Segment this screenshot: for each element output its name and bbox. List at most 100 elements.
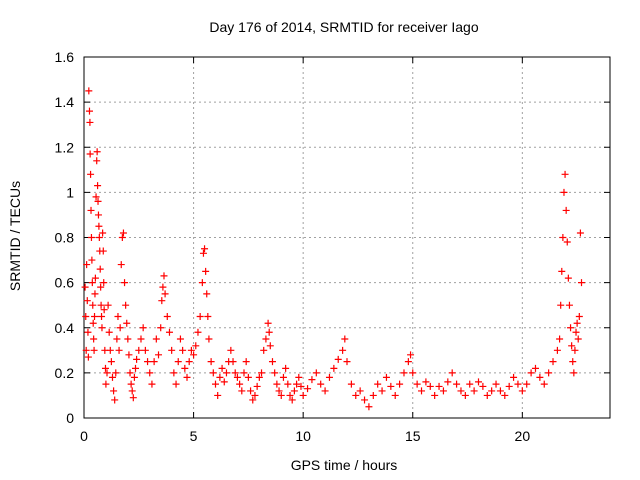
data-point (187, 346, 195, 354)
data-point (88, 256, 96, 264)
data-point (265, 328, 273, 336)
data-point (98, 324, 106, 332)
x-tick-label: 0 (80, 428, 88, 444)
data-point (174, 358, 182, 366)
data-point (179, 346, 187, 354)
data-point (238, 387, 246, 395)
data-point (168, 346, 176, 354)
data-point (231, 369, 239, 377)
data-point (321, 387, 329, 395)
data-point (107, 358, 115, 366)
data-point (87, 206, 95, 214)
data-point (461, 391, 469, 399)
data-point (264, 319, 272, 327)
data-point (573, 319, 581, 327)
data-point (255, 373, 263, 381)
data-point (93, 157, 101, 165)
data-point (426, 382, 434, 390)
data-point (220, 378, 228, 386)
data-point (87, 170, 95, 178)
data-point (325, 373, 333, 381)
data-series (81, 87, 586, 411)
data-point (192, 342, 200, 350)
data-point (233, 373, 241, 381)
data-point (470, 387, 478, 395)
data-point (94, 211, 102, 219)
data-point (268, 358, 276, 366)
data-point (88, 279, 96, 287)
data-point (330, 364, 338, 372)
data-point (93, 148, 101, 156)
data-point (141, 346, 149, 354)
data-point (418, 387, 426, 395)
data-point (571, 346, 579, 354)
data-point (91, 290, 99, 298)
data-point (209, 369, 217, 377)
data-point (356, 387, 364, 395)
data-point (527, 369, 535, 377)
data-point (374, 380, 382, 388)
data-point (277, 391, 285, 399)
data-point (556, 335, 564, 343)
data-point (448, 369, 456, 377)
data-point (304, 385, 312, 393)
tick-labels: 0 0.2 0.4 0.6 0.8 1 1.2 1.4 1.6 0 5 10 15 20 (55, 49, 531, 444)
data-point (90, 346, 98, 354)
data-point (260, 346, 268, 354)
data-point (139, 324, 147, 332)
data-point (562, 206, 570, 214)
data-point (212, 380, 219, 388)
data-point (284, 380, 292, 388)
data-point (275, 387, 283, 395)
data-point (572, 328, 580, 336)
y-tick-label: 0 (66, 410, 74, 426)
data-point (144, 358, 152, 366)
data-point (492, 380, 500, 388)
data-point (185, 358, 193, 366)
y-tick-label: 0.8 (55, 230, 75, 246)
data-point (105, 328, 113, 336)
data-point (510, 373, 518, 381)
data-point (100, 279, 108, 287)
data-point (531, 364, 539, 372)
data-point (86, 118, 94, 126)
data-point (95, 222, 103, 230)
data-point (146, 369, 154, 377)
data-point (176, 335, 184, 343)
data-point (242, 358, 250, 366)
data-point (97, 301, 105, 309)
data-point (559, 234, 567, 241)
data-point (101, 364, 109, 372)
data-point (83, 261, 91, 269)
data-point (273, 380, 281, 388)
data-point (125, 351, 133, 359)
data-point (137, 335, 145, 343)
data-point (204, 312, 212, 320)
y-tick-label: 1 (66, 184, 74, 200)
data-point (198, 279, 206, 287)
data-point (400, 369, 408, 377)
data-point (563, 238, 571, 246)
y-tick-label: 0.4 (55, 320, 75, 336)
x-tick-label: 20 (515, 428, 531, 444)
data-point (293, 380, 301, 388)
data-point (83, 297, 91, 305)
data-point (258, 369, 266, 377)
data-point (119, 229, 127, 237)
data-point (84, 328, 92, 336)
data-point (479, 382, 487, 390)
data-point (118, 234, 126, 241)
data-point (194, 328, 202, 336)
data-point (266, 342, 274, 350)
data-point (94, 182, 102, 190)
data-point (161, 290, 169, 298)
data-point (347, 380, 355, 388)
data-point (95, 234, 103, 241)
data-point (567, 324, 575, 332)
data-point (565, 301, 573, 309)
data-point (295, 373, 303, 381)
tick-marks (83, 56, 610, 419)
data-point (387, 382, 395, 390)
data-point (227, 346, 235, 354)
data-point (114, 312, 122, 320)
